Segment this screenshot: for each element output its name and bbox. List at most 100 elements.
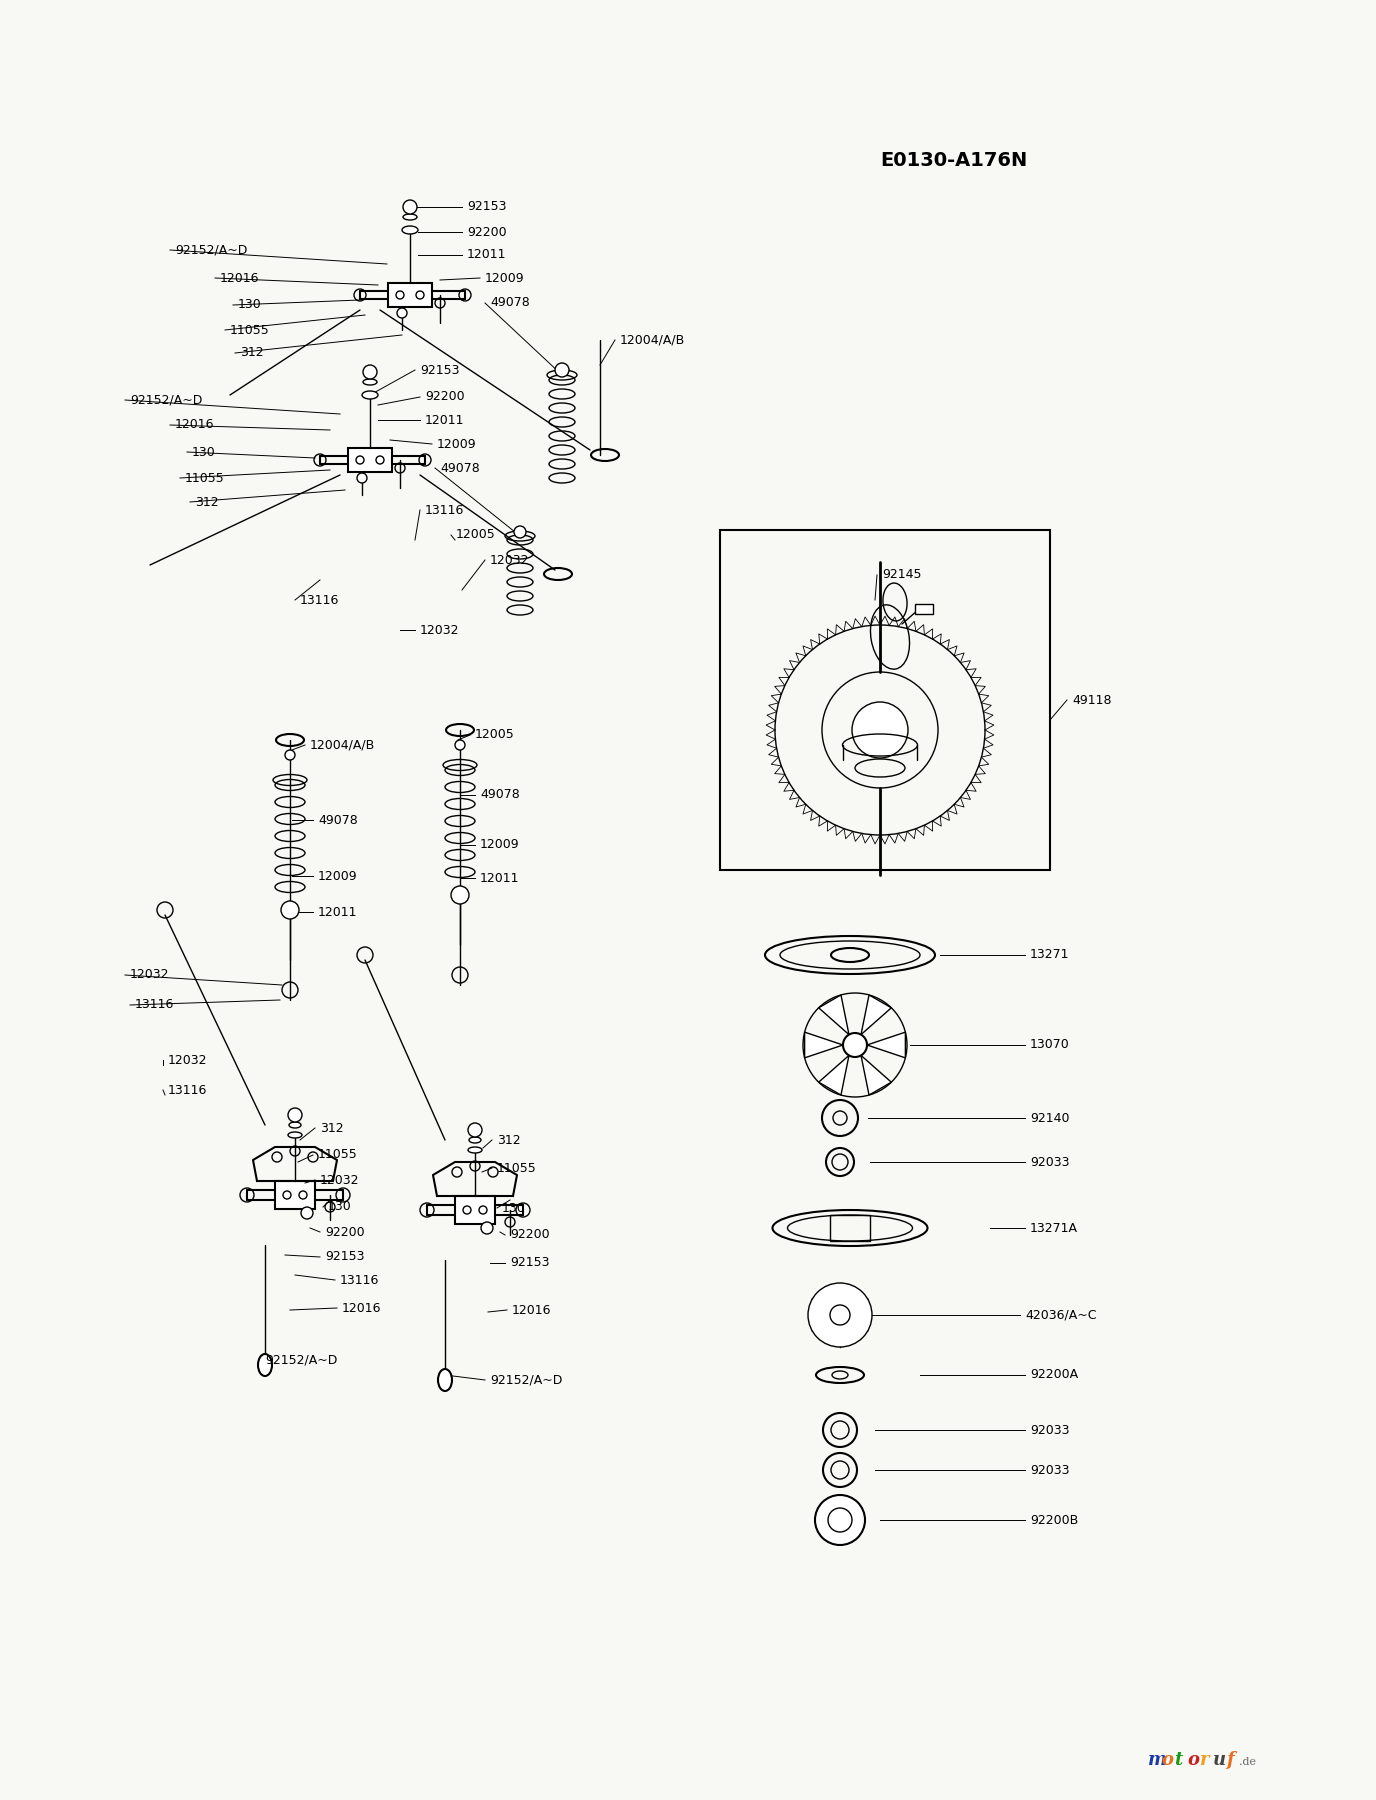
Circle shape [843,1033,867,1057]
Text: 13070: 13070 [1031,1039,1069,1051]
Text: 12016: 12016 [220,272,260,284]
Text: 92200: 92200 [425,391,465,403]
Circle shape [285,751,294,760]
Circle shape [455,740,465,751]
Text: 130: 130 [327,1201,352,1213]
Text: m: m [1148,1751,1167,1769]
Ellipse shape [469,1138,482,1143]
Text: t: t [1174,1751,1182,1769]
Polygon shape [819,1055,849,1094]
Circle shape [555,364,570,376]
Text: 11055: 11055 [318,1148,358,1161]
Circle shape [403,200,417,214]
Ellipse shape [402,227,418,234]
Text: 12011: 12011 [466,248,506,261]
Text: 12032: 12032 [420,623,460,637]
Bar [455,1195,495,1224]
Text: 13271: 13271 [1031,949,1069,961]
Polygon shape [805,1031,843,1058]
Bar [720,529,1050,869]
Bar [388,283,432,308]
Circle shape [363,365,377,380]
Text: 13116: 13116 [135,999,175,1012]
Text: 92200: 92200 [510,1228,549,1242]
Text: 92152/A~D: 92152/A~D [175,243,248,256]
Text: 312: 312 [195,495,219,508]
Text: 92033: 92033 [1031,1424,1069,1436]
Text: 12011: 12011 [480,871,520,884]
Circle shape [852,702,908,758]
Bar [915,605,933,614]
Text: 13116: 13116 [168,1084,208,1096]
Text: 92152/A~D: 92152/A~D [490,1373,563,1386]
Circle shape [815,1496,866,1544]
Text: 12016: 12016 [175,419,215,432]
Circle shape [451,886,469,904]
Text: 12016: 12016 [343,1301,381,1314]
Text: 12004/A/B: 12004/A/B [621,333,685,346]
Text: 92153: 92153 [510,1256,549,1269]
Bar [348,448,392,472]
Text: 12032: 12032 [490,554,530,567]
Text: 12009: 12009 [480,839,520,851]
Circle shape [288,1109,301,1121]
Text: 12032: 12032 [129,968,169,981]
Circle shape [482,1222,493,1235]
Ellipse shape [438,1370,451,1391]
Text: 12032: 12032 [168,1053,208,1066]
Text: 312: 312 [497,1134,520,1147]
Ellipse shape [288,1132,301,1138]
Ellipse shape [468,1147,482,1154]
Text: 11055: 11055 [184,472,224,484]
Text: 130: 130 [502,1202,526,1215]
Polygon shape [819,995,849,1035]
Text: 92153: 92153 [420,364,460,376]
Text: 92200: 92200 [466,225,506,238]
Circle shape [398,308,407,319]
Text: 12004/A/B: 12004/A/B [310,738,376,752]
Polygon shape [861,1055,892,1094]
Text: 49078: 49078 [490,297,530,310]
Circle shape [468,1123,482,1138]
Text: 13116: 13116 [425,504,464,517]
Ellipse shape [363,380,377,385]
Text: u: u [1214,1751,1226,1769]
Text: 12016: 12016 [512,1303,552,1316]
Text: 92200A: 92200A [1031,1368,1079,1382]
Text: 12011: 12011 [425,414,465,427]
Text: 12009: 12009 [484,272,524,284]
Text: 92140: 92140 [1031,1111,1069,1125]
Text: 12005: 12005 [475,729,515,742]
Circle shape [356,473,367,482]
Text: 12005: 12005 [455,529,495,542]
Bar [275,1181,315,1210]
Text: r: r [1200,1751,1210,1769]
Text: 92200B: 92200B [1031,1514,1079,1526]
Bar [830,1215,870,1240]
Text: 312: 312 [321,1121,344,1134]
Text: 12011: 12011 [318,905,358,918]
Text: 12009: 12009 [318,869,358,882]
Ellipse shape [403,214,417,220]
Text: 92145: 92145 [882,569,922,581]
Text: f: f [1226,1751,1234,1769]
Text: 49078: 49078 [480,788,520,801]
Polygon shape [861,995,892,1035]
Text: 12009: 12009 [438,437,476,450]
Text: 92033: 92033 [1031,1463,1069,1476]
Ellipse shape [362,391,378,400]
Polygon shape [867,1031,905,1058]
Text: 92153: 92153 [466,200,506,214]
Text: E0130-A176N: E0130-A176N [881,151,1028,169]
Circle shape [515,526,526,538]
Circle shape [808,1283,872,1346]
Text: 49078: 49078 [318,814,358,826]
Text: 13116: 13116 [300,594,340,607]
Text: o: o [1161,1751,1172,1769]
Text: 42036/A~C: 42036/A~C [1025,1309,1097,1321]
Text: 92153: 92153 [325,1251,365,1264]
Ellipse shape [259,1354,272,1375]
Text: 11055: 11055 [230,324,270,337]
Ellipse shape [289,1121,301,1129]
Text: 130: 130 [193,446,216,459]
